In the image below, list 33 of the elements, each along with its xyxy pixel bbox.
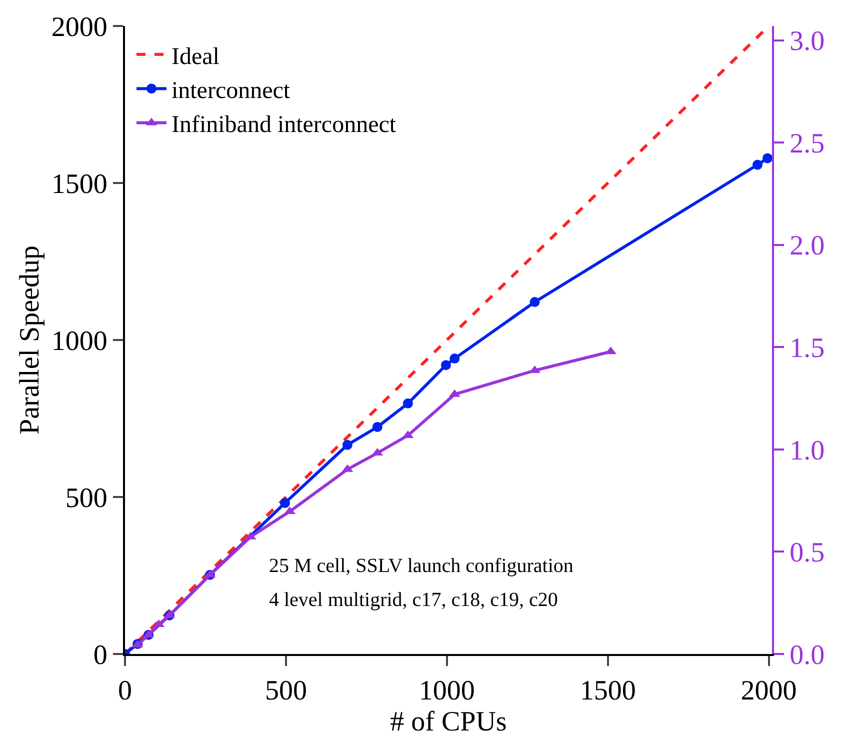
point [762,153,772,164]
annotation: 4 level multigrid, c17, c18, c19, c20 [269,589,558,611]
y-tick-label: 1000 [51,326,108,357]
point [342,440,352,450]
x-tick-label: 1500 [580,676,636,707]
y-tick-label: 2000 [51,12,108,43]
x-tick-label: 1000 [418,676,475,707]
legend-label: Infiniband interconnect [171,112,396,138]
y-tick-label: 1500 [51,168,108,200]
point [450,354,460,364]
point [530,297,540,308]
point [440,360,451,370]
y2-tick-label: 3.0 [790,26,825,58]
point [402,398,413,408]
point [280,498,290,508]
y2-tick-label: 2.5 [790,128,825,160]
y2-tick-label: 1.0 [790,435,825,466]
annotation: 25 M cell, SSLV launch configuration [269,555,574,577]
legend-label: interconnect [171,78,290,104]
x-axis-title: # of CPUs [390,706,507,738]
point [372,422,382,432]
x-tick-label: 2000 [740,676,797,707]
x-tick-label: 500 [264,676,307,707]
legend-label: Ideal [171,44,220,70]
y-tick-label: 500 [65,482,108,514]
y-axis-title: Parallel Speedup [14,246,46,434]
y2-tick-label: 2.0 [790,230,825,262]
y2-tick-label: 0.0 [790,640,825,671]
y2-tick-label: 1.5 [790,332,825,364]
y2-tick-label: 0.5 [790,538,825,569]
y-tick-label: 0 [93,640,108,671]
x-tick-label: 0 [118,676,132,707]
point [752,160,763,170]
